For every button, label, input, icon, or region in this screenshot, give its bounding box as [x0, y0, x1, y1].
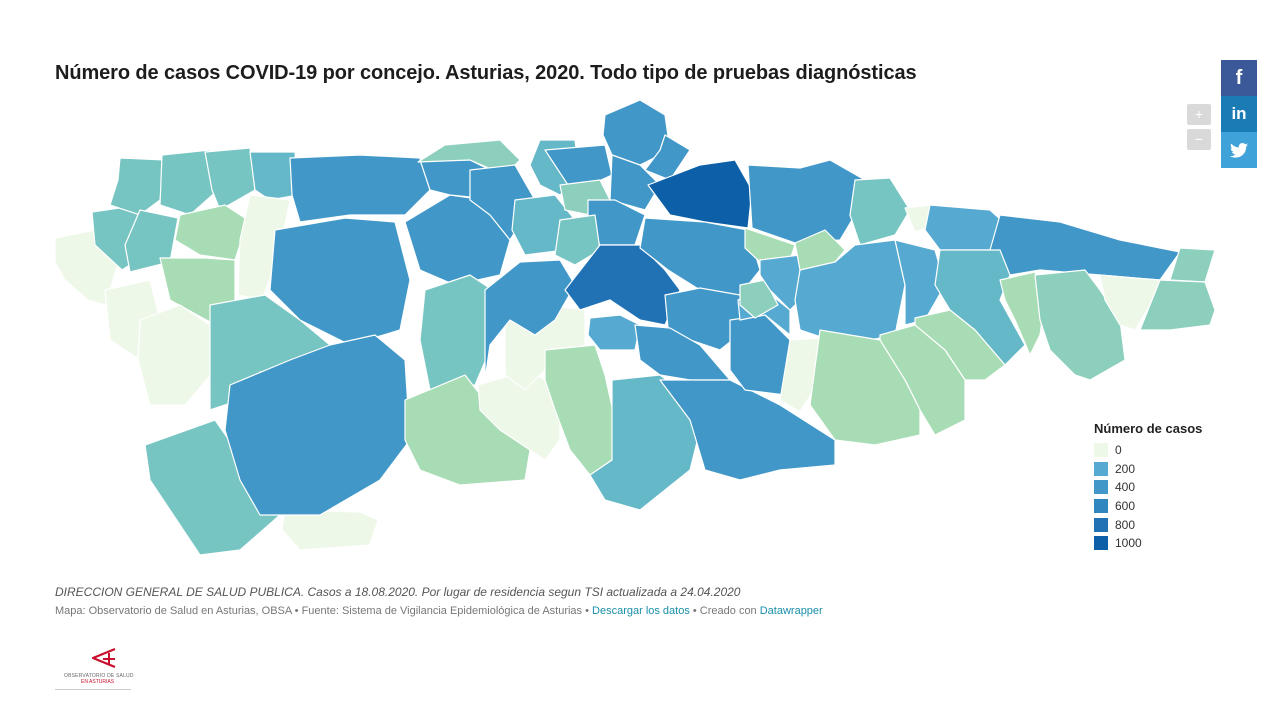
twitter-icon — [1230, 142, 1248, 158]
region[interactable] — [809, 329, 921, 446]
footer-credits: Mapa: Observatorio de Salud en Asturias,… — [55, 605, 593, 617]
footer-separator: • Creado con — [689, 605, 760, 617]
linkedin-share-button[interactable]: in — [1221, 96, 1257, 132]
region[interactable] — [747, 159, 866, 244]
region[interactable] — [544, 344, 616, 476]
region[interactable] — [779, 337, 821, 413]
region[interactable] — [269, 217, 411, 346]
source-note: DIRECCION GENERAL DE SALUD PUBLICA. Caso… — [55, 585, 741, 599]
legend-swatch — [1094, 536, 1108, 551]
download-data-link[interactable]: Descargar los datos — [592, 605, 690, 617]
region[interactable] — [644, 134, 691, 181]
region[interactable] — [739, 279, 779, 319]
region[interactable] — [1139, 279, 1216, 331]
obsa-logo: OBSERVATORIO DE SALUD EN ASTURIAS — [55, 642, 134, 690]
zoom-in-button[interactable]: + — [1187, 104, 1211, 125]
legend-item: 600 — [1094, 497, 1202, 516]
legend-swatch — [1094, 480, 1108, 495]
legend-item: 400 — [1094, 478, 1202, 497]
region[interactable] — [609, 154, 661, 211]
footer: Mapa: Observatorio de Salud en Asturias,… — [55, 605, 823, 617]
region[interactable] — [794, 229, 846, 271]
facebook-share-button[interactable]: f — [1221, 60, 1257, 96]
region[interactable] — [587, 314, 641, 351]
region[interactable] — [934, 249, 1026, 366]
legend-label: 1000 — [1115, 536, 1142, 551]
legend-label: 800 — [1115, 517, 1136, 532]
logo-text: EN ASTURIAS — [81, 679, 115, 685]
region[interactable] — [249, 151, 299, 201]
legend: Número de casos 0 200 400 600 800 1000 — [1094, 421, 1202, 553]
region[interactable] — [289, 154, 431, 223]
region[interactable] — [137, 304, 216, 406]
choropleth-map[interactable] — [50, 95, 1220, 565]
region[interactable] — [554, 214, 601, 266]
region[interactable] — [404, 374, 531, 486]
region[interactable] — [204, 147, 256, 211]
facebook-icon: f — [1235, 66, 1243, 89]
datawrapper-link[interactable]: Datawrapper — [759, 605, 823, 617]
legend-label: 0 — [1115, 443, 1122, 458]
linkedin-icon: in — [1231, 104, 1247, 123]
obsa-logo-mark — [91, 647, 116, 669]
zoom-out-button[interactable]: − — [1187, 129, 1211, 150]
legend-item: 1000 — [1094, 534, 1202, 553]
legend-label: 600 — [1115, 499, 1136, 514]
region[interactable] — [159, 149, 219, 216]
region[interactable] — [109, 157, 166, 216]
legend-swatch — [1094, 499, 1108, 514]
legend-title: Número de casos — [1094, 421, 1203, 436]
legend-item: 0 — [1094, 441, 1202, 460]
legend-item: 800 — [1094, 515, 1202, 534]
region[interactable] — [281, 509, 379, 551]
region[interactable] — [224, 334, 411, 516]
legend-swatch — [1094, 517, 1108, 532]
region[interactable] — [417, 139, 521, 176]
region[interactable] — [174, 204, 249, 261]
region[interactable] — [124, 209, 179, 273]
region[interactable] — [849, 177, 911, 246]
region[interactable] — [484, 259, 576, 381]
legend-item: 200 — [1094, 460, 1202, 479]
logo-text: OBSERVATORIO DE SALUD — [64, 673, 134, 679]
region[interactable] — [419, 274, 501, 391]
legend-swatch — [1094, 443, 1108, 458]
region[interactable] — [544, 144, 613, 186]
region[interactable] — [647, 159, 753, 229]
region[interactable] — [659, 379, 836, 481]
region[interactable] — [1034, 269, 1126, 381]
legend-swatch — [1094, 461, 1108, 476]
chart-title: Número de casos COVID-19 por concejo. As… — [55, 62, 917, 84]
legend-label: 400 — [1115, 480, 1136, 495]
legend-label: 200 — [1115, 461, 1136, 476]
asturias-map-svg[interactable] — [50, 95, 1220, 565]
twitter-share-button[interactable] — [1221, 132, 1257, 168]
